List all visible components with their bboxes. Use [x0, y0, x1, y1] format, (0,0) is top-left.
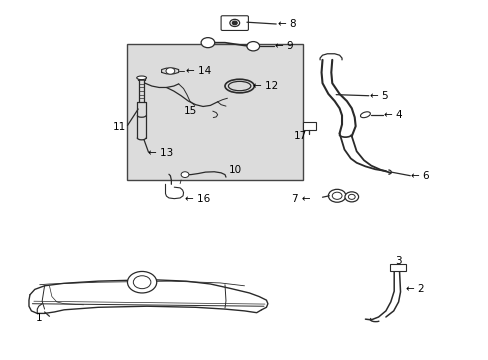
Ellipse shape	[224, 79, 254, 93]
Text: ← 13: ← 13	[148, 148, 173, 158]
Circle shape	[344, 192, 358, 202]
Text: ← 9: ← 9	[274, 41, 293, 51]
Ellipse shape	[228, 81, 250, 91]
Circle shape	[347, 194, 354, 199]
FancyBboxPatch shape	[221, 16, 248, 31]
FancyBboxPatch shape	[389, 264, 405, 271]
FancyBboxPatch shape	[302, 122, 315, 130]
Text: ← 14: ← 14	[185, 66, 211, 76]
Circle shape	[127, 271, 157, 293]
Text: ← 4: ← 4	[384, 110, 402, 120]
Circle shape	[246, 41, 259, 51]
Text: ← 16: ← 16	[184, 194, 210, 204]
Text: ← 6: ← 6	[410, 171, 429, 181]
Circle shape	[229, 19, 239, 27]
Circle shape	[181, 172, 188, 177]
Circle shape	[133, 276, 151, 289]
Text: 3: 3	[394, 256, 401, 266]
Text: 11: 11	[113, 122, 126, 132]
Text: 1: 1	[36, 313, 42, 323]
Ellipse shape	[360, 112, 369, 118]
Text: 17: 17	[293, 131, 306, 141]
Text: 15: 15	[184, 106, 197, 116]
Text: 10: 10	[228, 165, 242, 175]
Text: ← 5: ← 5	[369, 91, 387, 101]
Text: ← 2: ← 2	[406, 284, 424, 294]
Text: 7 ←: 7 ←	[291, 194, 310, 204]
Circle shape	[328, 189, 345, 202]
Circle shape	[232, 21, 237, 25]
Circle shape	[165, 68, 174, 74]
Circle shape	[201, 38, 214, 48]
FancyBboxPatch shape	[127, 44, 303, 180]
Text: ← 12: ← 12	[253, 81, 278, 91]
Ellipse shape	[137, 76, 146, 80]
Circle shape	[331, 192, 341, 199]
Text: ← 8: ← 8	[277, 19, 296, 29]
